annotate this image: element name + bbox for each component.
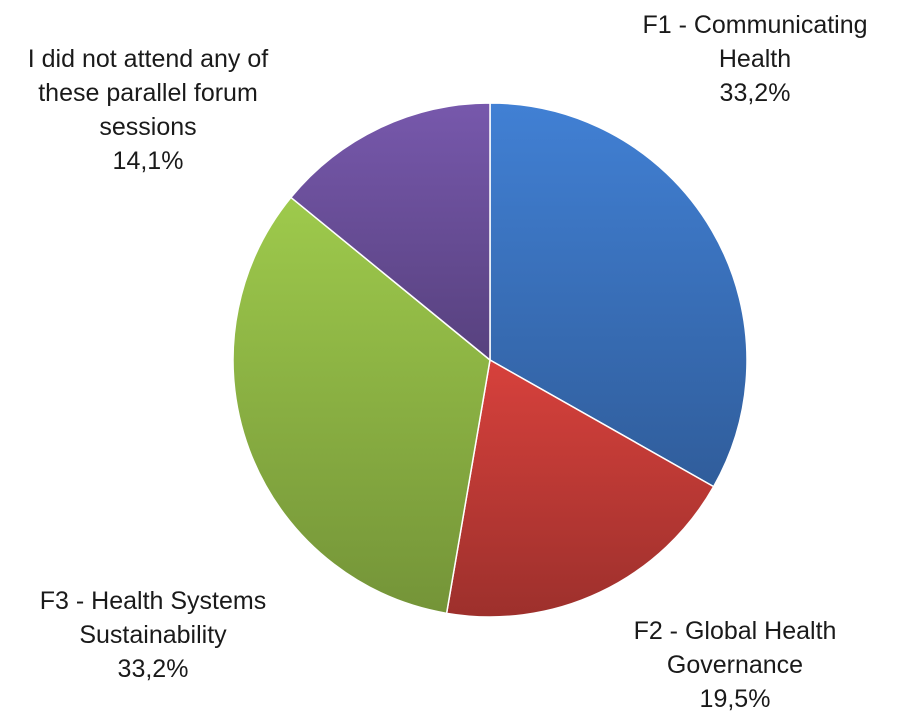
slice-value-f3: 33,2% [117, 655, 189, 683]
slice-label-none-line1: I did not attend any of [27, 45, 269, 73]
slice-label-f3-line1: F3 - Health Systems [39, 587, 267, 615]
slice-label-f1: F1 - Communicating Health 33,2% [600, 8, 906, 110]
pie-slice-f2 [445, 358, 715, 618]
slice-label-f2: F2 - Global Health Governance 19,5% [590, 614, 880, 716]
slice-value-f1: 33,2% [719, 79, 791, 107]
pie-slice-none [289, 102, 491, 362]
slice-label-f3-line2: Sustainability [79, 621, 227, 649]
slice-label-none: I did not attend any of these parallel f… [0, 42, 296, 178]
slice-label-f2-line1: F2 - Global Health [633, 617, 837, 645]
slice-label-none-line3: sessions [99, 113, 197, 141]
slice-value-none: 14,1% [112, 147, 184, 175]
slice-value-f2: 19,5% [699, 685, 771, 713]
pie-slice-f3 [232, 196, 491, 615]
slice-label-f2-line2: Governance [666, 651, 804, 679]
slice-label-none-line2: these parallel forum [38, 79, 258, 107]
slice-label-f1-line2: Health [718, 45, 792, 73]
slice-label-f3: F3 - Health Systems Sustainability 33,2% [0, 584, 306, 686]
pie-slices [232, 102, 748, 618]
slice-label-f1-line1: F1 - Communicating [642, 11, 868, 39]
pie-slice-f1 [489, 102, 748, 488]
